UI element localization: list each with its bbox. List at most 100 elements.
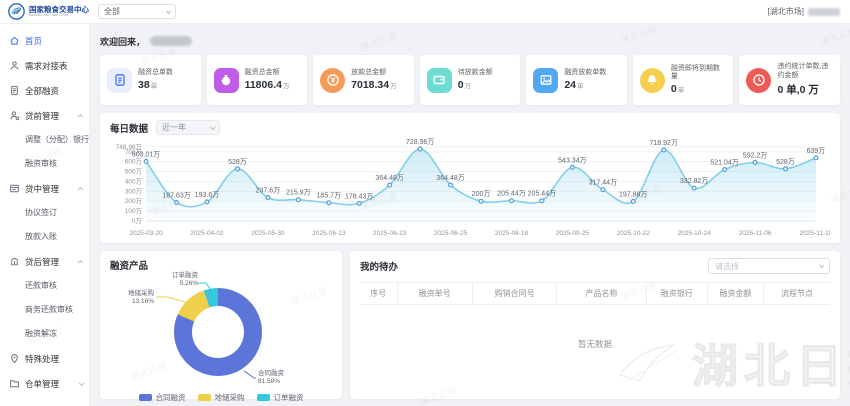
doc-icon [107, 67, 132, 93]
welcome-text: 欢迎回来， [100, 36, 146, 47]
redacted-username [808, 7, 840, 16]
svg-text:2025-06-25: 2025-06-25 [434, 230, 468, 237]
svg-text:187.63万: 187.63万 [162, 192, 190, 200]
sidebar-subitem[interactable]: 融资审核 [25, 159, 57, 168]
chevron-up-icon [77, 113, 84, 120]
market-select[interactable]: 全部 [98, 4, 176, 19]
bank-icon [9, 256, 20, 267]
top-header: 国家粮食交易中心 National Grain Trade Center 全部 … [0, 0, 850, 24]
stat-card-5: 融资即将到期数量 0单 [632, 55, 734, 105]
stat-value: 38单 [138, 79, 158, 92]
bell-icon [639, 67, 665, 93]
sidebar-item-label: 特殊处理 [25, 353, 60, 364]
legend-label: 订单融资 [273, 393, 304, 402]
stat-title: 融资总单数 [138, 68, 173, 76]
sidebar-item-1[interactable]: 需求对接表 [0, 53, 89, 78]
sidebar-subitem[interactable]: 协议签订 [25, 208, 57, 217]
svg-text:2025-04-02: 2025-04-02 [190, 230, 224, 237]
sidebar-item-7[interactable]: 仓单管理 [0, 371, 89, 396]
svg-text:2025-11-18: 2025-11-18 [800, 230, 830, 237]
welcome-row: 欢迎回来， [100, 34, 840, 48]
sidebar-item-2[interactable]: 全部融资 [0, 78, 89, 103]
sidebar-item-5[interactable]: 贷后管理 [0, 249, 89, 274]
sidebar-item-label: 贷中管理 [25, 183, 60, 194]
todo-column-header: 购销合同号 [473, 283, 558, 304]
legend-item[interactable]: 合同融资 [138, 392, 186, 403]
user-gear-icon [9, 110, 20, 121]
clock-icon [746, 67, 772, 93]
svg-text:197.88万: 197.88万 [619, 190, 647, 198]
svg-text:205.44万: 205.44万 [528, 190, 556, 198]
chevron-down-icon [818, 262, 825, 269]
todo-filter-select[interactable]: 请选择 [708, 258, 830, 274]
todo-filter-placeholder: 请选择 [715, 261, 739, 271]
date-range-select[interactable]: 近一年 [156, 120, 221, 135]
date-range-value: 近一年 [162, 123, 187, 132]
stat-title: 待放款金额 [457, 68, 493, 76]
image-icon [533, 67, 559, 93]
folder-icon [9, 378, 20, 389]
logo-title: 国家粮食交易中心 [29, 5, 89, 14]
svg-text:2025-10-22: 2025-10-22 [617, 230, 651, 237]
sidebar-item-0[interactable]: 首页 [0, 28, 89, 53]
market-select-value: 全部 [104, 7, 120, 16]
redacted-welcome-name [150, 36, 193, 46]
sidebar-subitem[interactable]: 放款入账 [25, 232, 57, 241]
sidebar-subitem[interactable]: 融资解冻 [25, 329, 57, 338]
sidebar-nav: 首页需求对接表全部融资贷前管理调整（分配）银行 融资审核贷中管理协议签订放款入账贷… [0, 24, 90, 406]
sidebar-item-label: 全部融资 [25, 85, 60, 96]
market-tag: [湖北市场] [767, 7, 804, 16]
stat-card-3: 待放款金额 0万 [419, 55, 521, 105]
document-icon [9, 85, 20, 96]
svg-text:200万: 200万 [472, 190, 491, 198]
sidebar-item-4[interactable]: 贷中管理 [0, 176, 89, 201]
sidebar-subitem[interactable]: 调整（分配）银行 [25, 135, 89, 144]
svg-text:2025-06-23: 2025-06-23 [373, 230, 407, 237]
sidebar-item-label: 首页 [25, 35, 43, 46]
svg-text:500万: 500万 [125, 168, 143, 176]
sidebar-item-6[interactable]: 特殊处理 [0, 346, 89, 371]
sidebar-item-label: 贷前管理 [25, 110, 60, 121]
legend-item[interactable]: 地储采购 [197, 392, 245, 403]
chevron-down-icon [78, 379, 85, 386]
svg-text:521.04万: 521.04万 [710, 159, 738, 167]
sidebar-item-label: 仓单管理 [25, 378, 60, 389]
legend-swatch-icon [197, 394, 211, 401]
wallet-icon [426, 67, 452, 93]
stat-unit: 单 [577, 83, 584, 91]
todo-column-header: 产品名称 [557, 283, 647, 304]
svg-text:0万: 0万 [132, 217, 143, 225]
sidebar-item-label: 贷后管理 [25, 256, 60, 267]
todo-column-header: 融资金额 [708, 283, 765, 304]
pin-icon [9, 353, 20, 364]
donut-chart: 订单融资 5.26% 地储采购 13.16% 合同融资 81.58% [110, 272, 330, 386]
stat-unit: 单 [677, 87, 685, 95]
legend-label: 合同融资 [155, 393, 186, 402]
svg-text:700万: 700万 [125, 148, 143, 156]
stat-value: 0 单,0 万 [777, 83, 819, 96]
daily-data-panel: 每日数据 近一年 0万 100万 200万 300万 400万 500万 600万 700万 7… [100, 113, 840, 243]
svg-text:332.82万: 332.82万 [680, 177, 708, 185]
sidebar-subitem[interactable]: 商务还款审核 [25, 305, 73, 314]
stat-value: 24单 [564, 79, 584, 92]
svg-text:2025-09-25: 2025-09-25 [556, 230, 590, 237]
svg-text:528万: 528万 [228, 158, 247, 166]
stat-value: 7018.34万 [351, 79, 397, 92]
donut-hole [192, 306, 244, 358]
user-icon [9, 60, 20, 71]
svg-text:364.48万: 364.48万 [436, 174, 464, 182]
pie-slice-label: 合同融资 81.58% [258, 370, 284, 386]
todo-column-header: 融资单号 [398, 283, 473, 304]
sidebar-subitem[interactable]: 还款审核 [25, 281, 57, 290]
legend-item[interactable]: 订单融资 [256, 392, 304, 403]
legend-label: 地储采购 [214, 393, 245, 402]
sidebar-item-3[interactable]: 贷前管理 [0, 103, 89, 128]
stat-title: 融资总金额 [244, 68, 280, 76]
todo-title: 我的待办 [360, 262, 399, 273]
stat-unit: 万 [390, 83, 397, 91]
grain-center-logo-icon [8, 3, 25, 20]
stat-card-1: 融资总金额 11806.4万 [206, 55, 308, 105]
svg-text:2025-06-13: 2025-06-13 [312, 230, 346, 237]
svg-text:185.7万: 185.7万 [317, 192, 342, 200]
